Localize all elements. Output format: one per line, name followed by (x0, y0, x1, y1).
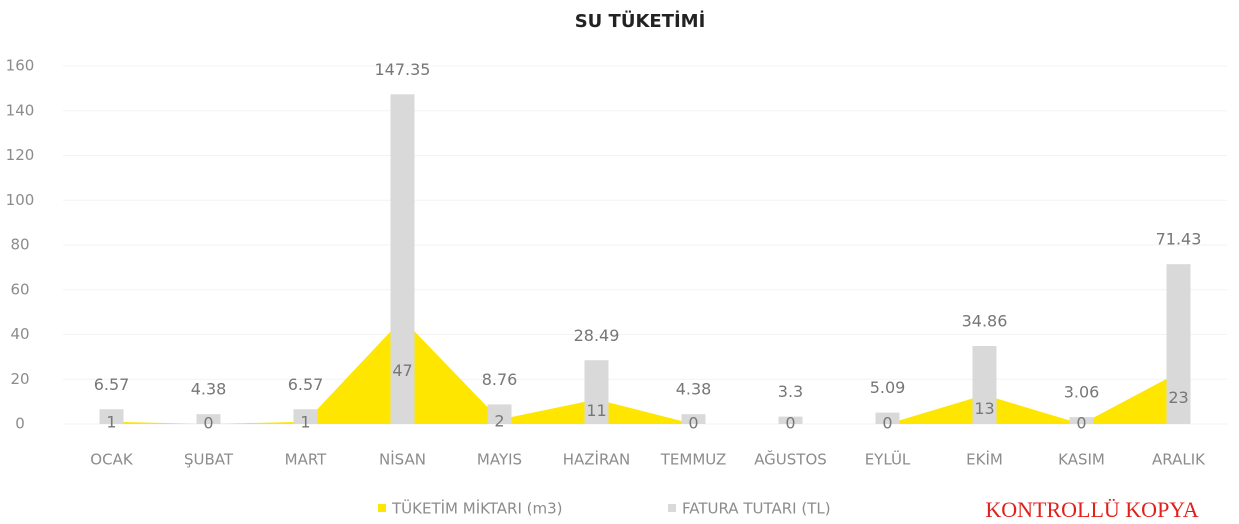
x-tick-label: EKİM (966, 450, 1003, 469)
x-tick-label: MART (285, 451, 328, 469)
x-tick-label: ARALIK (1152, 451, 1206, 469)
data-label: 2 (494, 411, 504, 430)
stamp: KONTROLLÜ KOPYA (985, 497, 1198, 522)
data-label: 3.3 (778, 382, 803, 401)
data-label: 0 (203, 414, 213, 433)
x-tick-label: NİSAN (379, 450, 426, 469)
bar (681, 414, 706, 424)
data-label: 0 (688, 414, 698, 433)
bar (487, 404, 512, 424)
data-label: 0 (785, 414, 795, 433)
data-label: 5.09 (870, 378, 906, 397)
y-tick-label: 160 (6, 57, 35, 75)
x-tick-label: MAYIS (477, 451, 522, 469)
data-label: 4.38 (676, 380, 712, 399)
y-tick-label: 120 (6, 146, 35, 164)
bar (196, 414, 221, 424)
bar (1166, 264, 1191, 424)
x-tick-label: ŞUBAT (184, 451, 234, 469)
y-tick-label: 0 (15, 415, 25, 433)
data-label: 23 (1168, 388, 1188, 407)
legend-swatch (668, 504, 676, 512)
data-label: 4.38 (191, 380, 227, 399)
bar (972, 346, 997, 424)
bar (584, 360, 609, 424)
data-label: 1 (106, 412, 116, 431)
data-label: 0 (882, 414, 892, 433)
bar (875, 412, 900, 424)
bar (293, 409, 318, 424)
data-label: 8.76 (482, 370, 518, 389)
data-label: 3.06 (1064, 383, 1100, 402)
data-label: 13 (974, 399, 994, 418)
y-tick-label: 60 (10, 280, 29, 298)
area (111, 318, 1179, 424)
data-label: 71.43 (1156, 230, 1202, 249)
y-tick-label: 40 (10, 325, 29, 343)
x-tick-label: AĞUSTOS (754, 450, 827, 469)
y-tick-label: 100 (6, 191, 35, 209)
y-tick-label: 140 (6, 101, 35, 119)
x-tick-label: EYLÜL (865, 450, 911, 469)
x-tick-label: OCAK (90, 451, 134, 469)
bar (390, 94, 415, 424)
y-tick-label: 20 (10, 370, 29, 388)
legend-label: TÜKETİM MİKTARI (m3) (391, 499, 563, 518)
bar (778, 416, 803, 424)
bar (1069, 417, 1094, 424)
data-label: 6.57 (94, 375, 130, 394)
legend-swatch (378, 504, 386, 512)
x-tick-label: HAZİRAN (563, 450, 631, 469)
bar (99, 409, 124, 424)
y-tick-label: 80 (10, 236, 29, 254)
data-label: 47 (392, 361, 412, 380)
x-tick-label: KASIM (1058, 451, 1105, 469)
x-tick-label: TEMMUZ (660, 451, 727, 469)
data-label: 11 (586, 401, 606, 420)
data-label: 147.35 (375, 60, 431, 79)
data-label: 0 (1076, 414, 1086, 433)
chart-title: SU TÜKETİMİ (575, 10, 706, 32)
data-label: 28.49 (574, 326, 620, 345)
data-label: 1 (300, 412, 310, 431)
data-label: 6.57 (288, 375, 324, 394)
legend-label: FATURA TUTARI (TL) (682, 500, 831, 518)
data-label: 34.86 (962, 312, 1008, 331)
